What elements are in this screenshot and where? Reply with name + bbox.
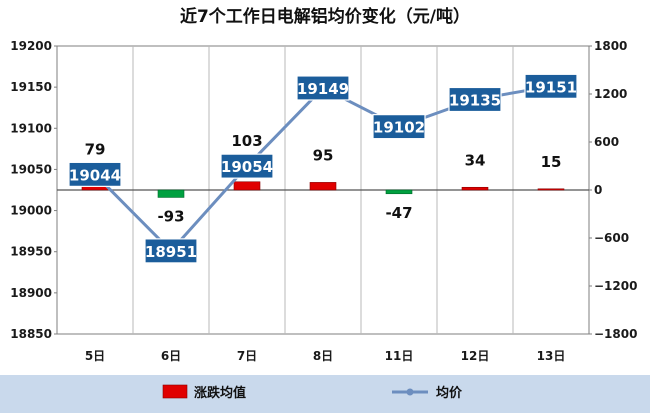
y-left-tick-label: 18850: [10, 327, 52, 341]
y-left-tick-label: 19150: [10, 80, 52, 94]
change-value-label: 15: [541, 153, 562, 171]
change-bar: [233, 181, 261, 191]
legend-swatch-marker: [406, 388, 414, 396]
y-right-tick-label: −1800: [594, 327, 637, 341]
y-left-tick-label: 19000: [10, 204, 52, 218]
x-tick-label: 6日: [161, 349, 181, 363]
y-right-tick-label: 0: [594, 183, 602, 197]
legend-label-line: 均价: [436, 385, 463, 401]
price-label-box: [296, 75, 350, 101]
labels-layer: 79 -93 103 95 -47 34 15 19044 18951 19054 19149 191…: [68, 73, 578, 264]
y-left-tick-label: 19100: [10, 121, 52, 135]
price-label-box: [372, 114, 426, 140]
y-right-tick-label: −1200: [594, 279, 637, 293]
x-tick-label: 8日: [313, 349, 333, 363]
change-bar: [385, 189, 413, 195]
price-value-label: 19151: [525, 78, 577, 96]
y-left-tick-label: 19050: [10, 162, 52, 176]
price-value-label: 19135: [449, 91, 501, 109]
y-right-tick-label: −600: [594, 231, 629, 245]
legend-band: [0, 375, 650, 413]
change-bar: [309, 182, 337, 191]
x-tick-label: 13日: [537, 349, 566, 363]
chart-title: 近7个工作日电解铝均价变化（元/吨）: [180, 6, 470, 27]
legend-label-bar: 涨跌均值: [193, 385, 246, 401]
price-value-label: 19054: [221, 158, 273, 176]
change-value-label: 34: [465, 151, 486, 169]
price-label-box: [448, 86, 502, 113]
price-label-box: [524, 73, 578, 99]
x-tick-label: 12日: [461, 349, 490, 363]
change-bar: [157, 189, 185, 198]
price-label-box: [220, 153, 274, 179]
y-right-tick-label: 600: [594, 135, 619, 149]
y-right-tick-label: 1200: [594, 87, 627, 101]
change-value-label: 103: [231, 132, 262, 150]
x-tick-label: 5日: [85, 349, 105, 363]
axes-layer: 18850 18900 18950 19000 19050 19100 19150 19200…: [10, 39, 637, 363]
y-left-tick-label: 18900: [10, 286, 52, 300]
y-left-tick-label: 19200: [10, 39, 52, 53]
change-value-label: 95: [313, 146, 334, 164]
y-left-tick-label: 18950: [10, 245, 52, 259]
change-value-label: 79: [85, 140, 106, 158]
price-value-label: 18951: [145, 243, 197, 261]
y-right-tick-label: 1800: [594, 39, 627, 53]
price-value-label: 19044: [69, 166, 121, 184]
change-bar: [461, 186, 489, 191]
price-label-box: [144, 238, 198, 264]
price-value-label: 19102: [373, 119, 425, 137]
change-bar: [537, 188, 565, 191]
legend-swatch-bar: [162, 384, 188, 399]
legend: 涨跌均值 均价: [162, 384, 463, 401]
x-tick-label: 11日: [385, 349, 414, 363]
change-value-label: -93: [157, 207, 184, 225]
price-value-label: 19149: [297, 80, 349, 98]
change-value-label: -47: [385, 204, 412, 222]
price-label-box: [68, 161, 122, 187]
x-tick-label: 7日: [237, 349, 257, 363]
